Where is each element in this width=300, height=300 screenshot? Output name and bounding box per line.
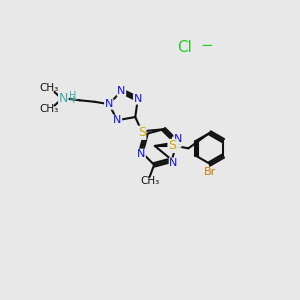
Text: Cl: Cl	[177, 40, 192, 55]
Text: −: −	[200, 38, 213, 52]
Text: N: N	[105, 99, 113, 109]
Text: N: N	[59, 92, 68, 105]
Text: CH₃: CH₃	[140, 176, 159, 186]
Text: CH₃: CH₃	[39, 83, 58, 93]
Text: S: S	[138, 126, 146, 139]
Text: +: +	[69, 95, 79, 105]
Text: N: N	[113, 115, 122, 125]
Text: CH₃: CH₃	[39, 104, 58, 114]
Text: H: H	[69, 91, 76, 101]
Text: N: N	[134, 94, 142, 104]
Text: Br: Br	[204, 167, 216, 177]
Text: N: N	[172, 137, 181, 147]
Text: N: N	[169, 158, 178, 168]
Text: S: S	[168, 140, 176, 152]
Text: N: N	[137, 149, 145, 159]
Text: N: N	[174, 134, 182, 144]
Text: N: N	[117, 86, 126, 96]
